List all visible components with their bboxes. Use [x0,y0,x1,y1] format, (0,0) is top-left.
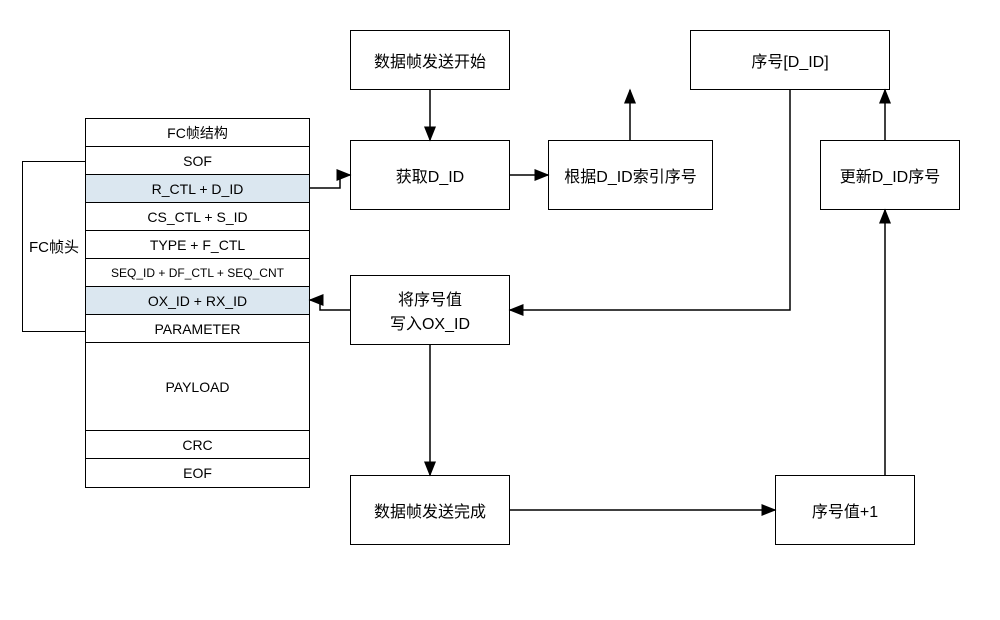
node-seq-plus1: 序号值+1 [775,475,915,545]
frame-title: FC帧结构 [86,119,309,147]
frame-row-rctl-did: R_CTL + D_ID [86,175,309,203]
frame-row-sof: SOF [86,147,309,175]
node-update-seq: 更新D_ID序号 [820,140,960,210]
node-index-seq: 根据D_ID索引序号 [548,140,713,210]
frame-row-oxid-rxid: OX_ID + RX_ID [86,287,309,315]
node-send-done: 数据帧发送完成 [350,475,510,545]
diagram-canvas: FC帧结构 SOF R_CTL + D_ID CS_CTL + S_ID TYP… [0,0,1000,620]
frame-row-parameter: PARAMETER [86,315,309,343]
frame-row-eof: EOF [86,459,309,487]
frame-row-csctl-sid: CS_CTL + S_ID [86,203,309,231]
fc-frame-table: FC帧结构 SOF R_CTL + D_ID CS_CTL + S_ID TYP… [85,118,310,488]
frame-row-payload: PAYLOAD [86,343,309,431]
frame-row-crc: CRC [86,431,309,459]
node-get-did: 获取D_ID [350,140,510,210]
node-write-oxid: 将序号值 写入OX_ID [350,275,510,345]
frame-row-seqid: SEQ_ID + DF_CTL + SEQ_CNT [86,259,309,287]
frame-row-type-fctl: TYPE + F_CTL [86,231,309,259]
fc-header-bracket: FC帧头 [22,161,85,332]
node-seq-store: 序号[D_ID] [690,30,890,90]
node-start: 数据帧发送开始 [350,30,510,90]
